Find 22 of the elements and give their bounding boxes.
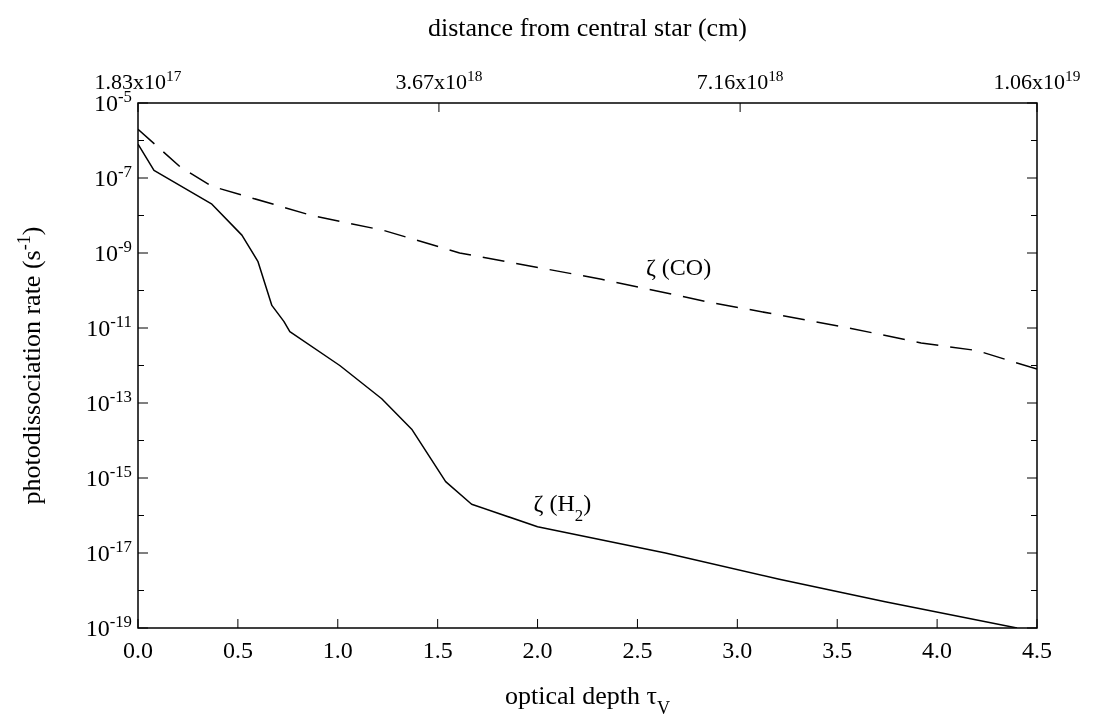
- x-tick-label: 4.0: [922, 637, 953, 663]
- x2-tick-label: 1.06x10$^{19}$: [993, 66, 1081, 94]
- x-tick-label: 3.0: [722, 637, 753, 663]
- x-tick-label: 2.0: [522, 637, 553, 663]
- y-tick-label: 10$^{-15}$: [85, 461, 132, 491]
- x-tick-label: 0.5: [222, 637, 253, 663]
- y-tick-label: 10$^{-13}$: [85, 386, 132, 416]
- x-tick-label: 1.5: [422, 637, 453, 663]
- y-tick-label: 10$^{-7}$: [94, 161, 132, 191]
- x2-tick-label: 7.16x10$^{18}$: [696, 66, 784, 94]
- x-axis-title: optical depth τ$_{V}$: [504, 681, 671, 718]
- x-tick-label: 3.5: [822, 637, 853, 663]
- x-tick-label: 4.5: [1022, 637, 1052, 663]
- x2-tick-label: 3.67x10$^{18}$: [395, 66, 483, 94]
- y-tick-label: 10$^{-9}$: [94, 236, 132, 266]
- series-label: ζ (CO): [645, 253, 712, 280]
- y-tick-label: 10$^{-11}$: [86, 311, 132, 341]
- x-tick-label: 2.5: [622, 637, 653, 663]
- y-tick-label: 10$^{-17}$: [85, 536, 132, 566]
- x-tick-label: 1.0: [322, 637, 353, 663]
- x2-axis-title: distance from central star (cm): [427, 13, 748, 42]
- series-label: ζ (H$_{2}$): [533, 490, 592, 525]
